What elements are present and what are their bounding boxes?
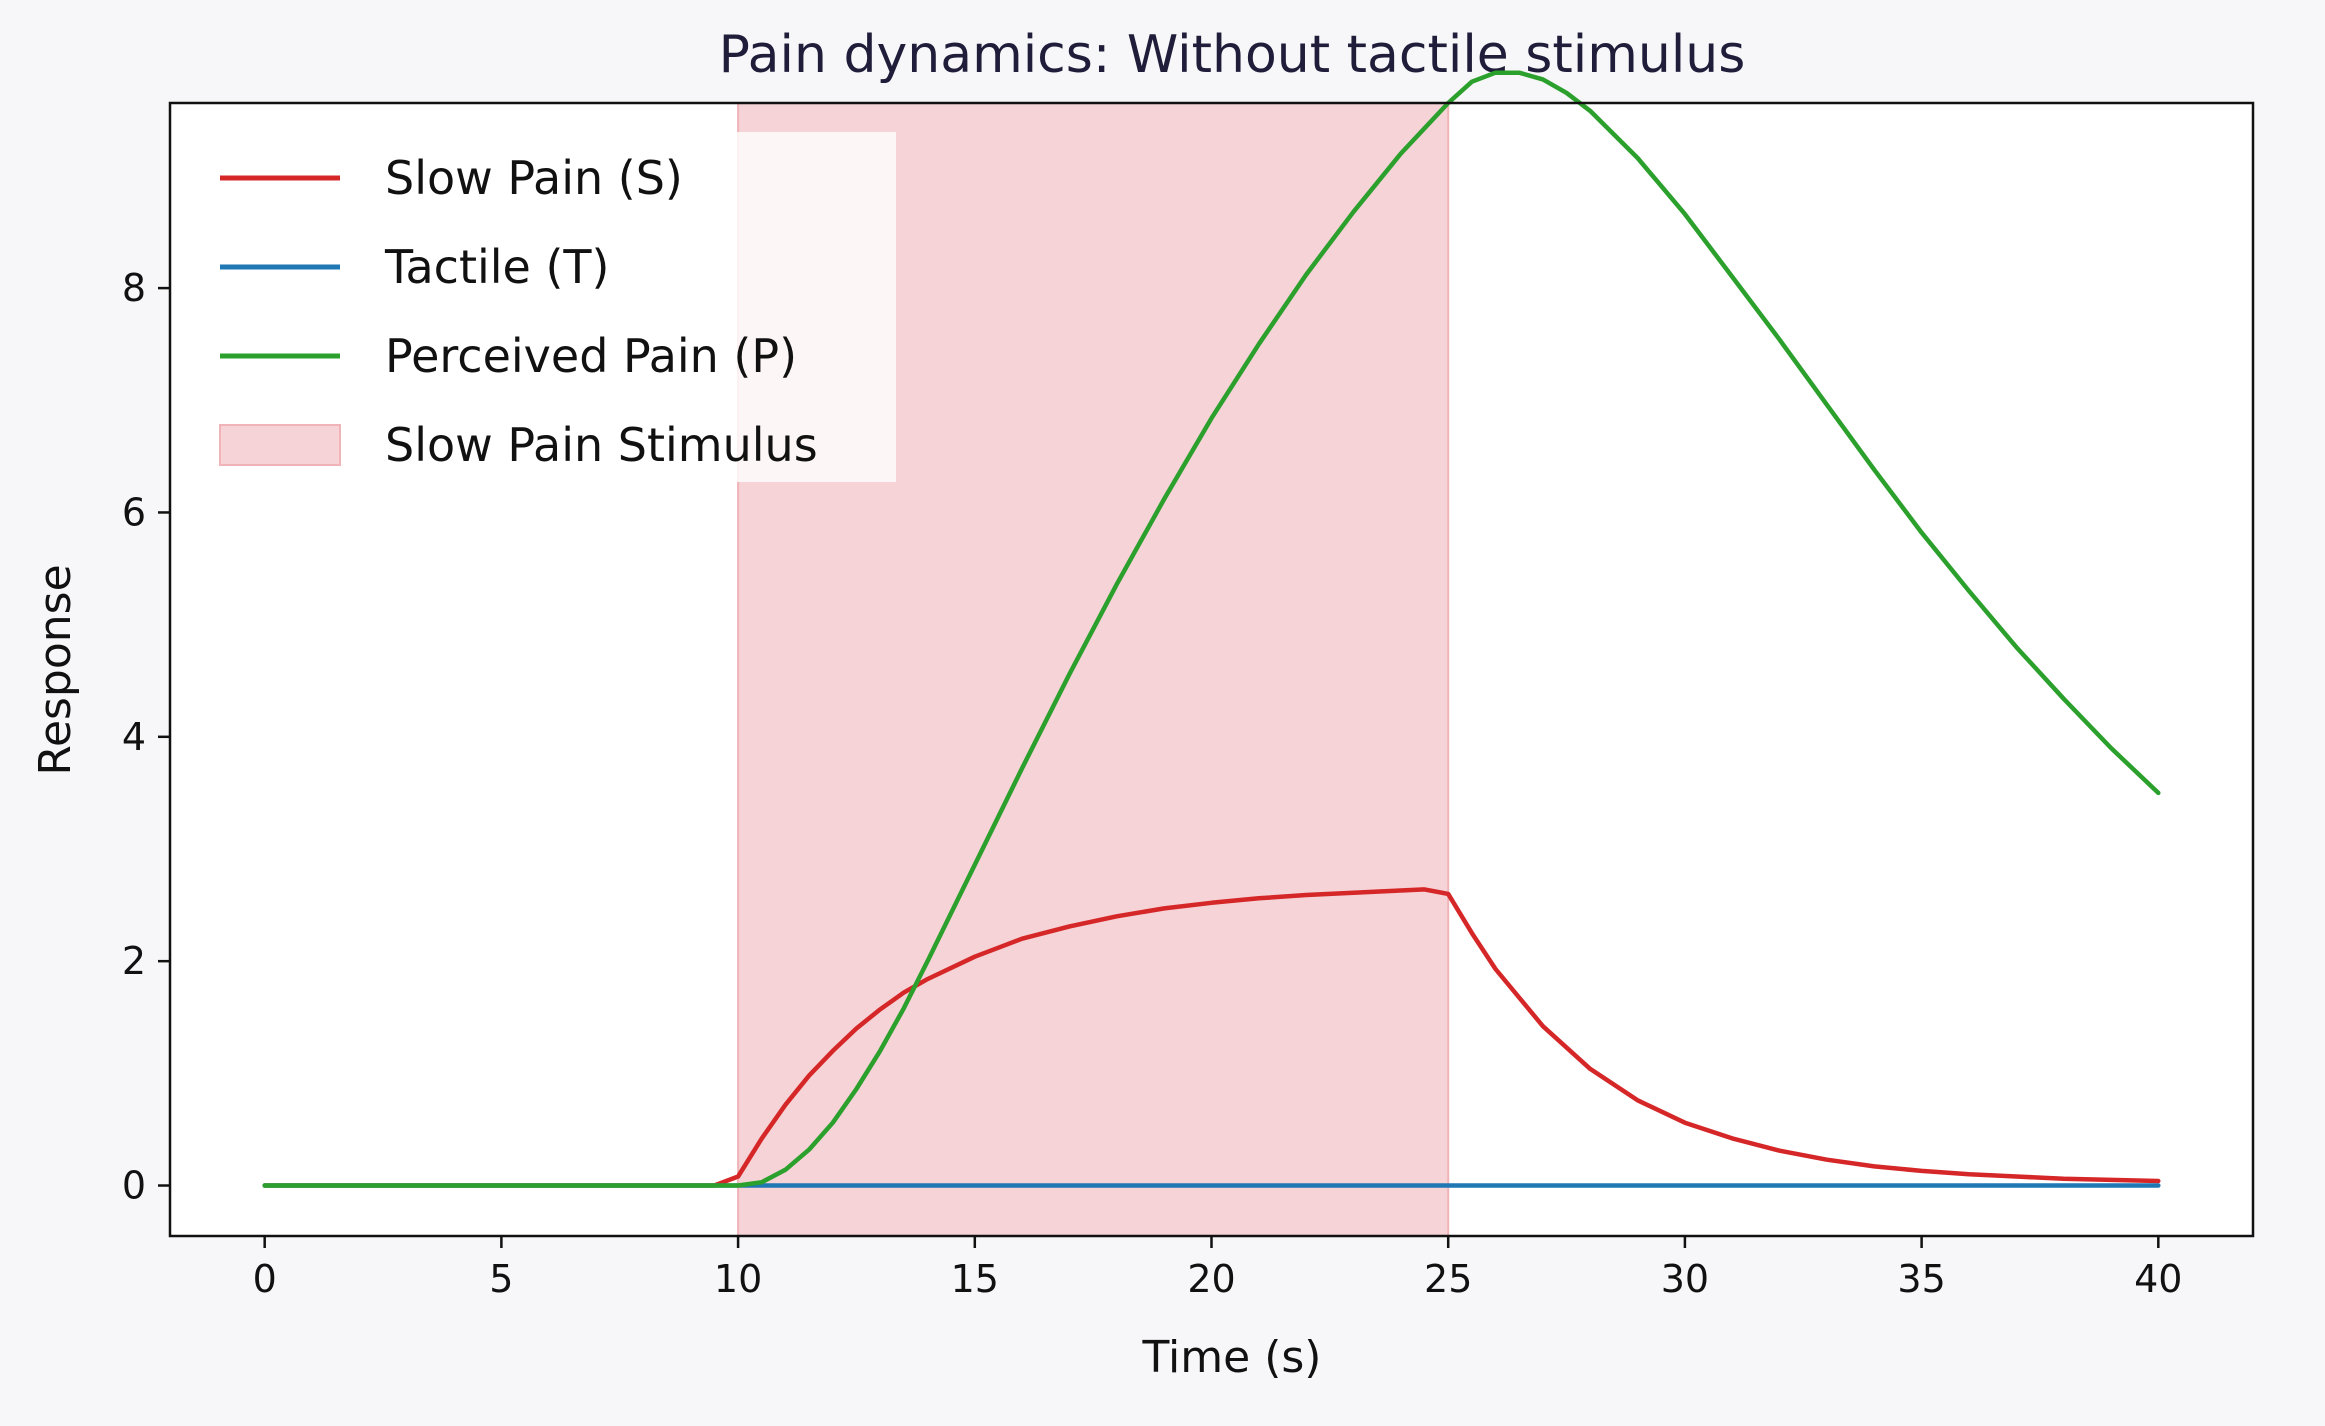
x-axis-label: Time (s)	[1142, 1332, 1322, 1383]
x-tick-label: 10	[714, 1257, 762, 1301]
legend-label: Perceived Pain (P)	[385, 329, 797, 383]
legend-frame	[196, 132, 896, 482]
chart-title: Pain dynamics: Without tactile stimulus	[719, 25, 1746, 85]
series-line-perceived-pain-p	[262, 70, 2161, 1188]
legend-label: Tactile (T)	[384, 240, 609, 294]
y-tick-label: 0	[122, 1164, 146, 1208]
y-axis-label: Response	[30, 564, 81, 775]
x-tick-label: 25	[1424, 1257, 1472, 1301]
x-tick-label: 5	[489, 1257, 513, 1301]
series-line-slow-pain-s	[262, 887, 2161, 1188]
x-tick-label: 20	[1187, 1257, 1235, 1301]
x-tick-label: 35	[1897, 1257, 1945, 1301]
x-tick-label: 30	[1661, 1257, 1709, 1301]
legend-label: Slow Pain Stimulus	[385, 418, 818, 472]
y-tick-label: 2	[122, 939, 146, 983]
x-tick-label: 0	[253, 1257, 277, 1301]
legend-swatch	[219, 424, 341, 466]
legend-label: Slow Pain (S)	[385, 151, 683, 205]
y-tick-label: 4	[122, 715, 146, 759]
y-tick-label: 8	[122, 266, 146, 310]
y-tick-label: 6	[122, 490, 146, 534]
legend: Slow Pain (S) Tactile (T) Perceived Pain (…	[196, 132, 896, 482]
x-tick-label: 40	[2134, 1257, 2182, 1301]
x-tick-label: 15	[951, 1257, 999, 1301]
